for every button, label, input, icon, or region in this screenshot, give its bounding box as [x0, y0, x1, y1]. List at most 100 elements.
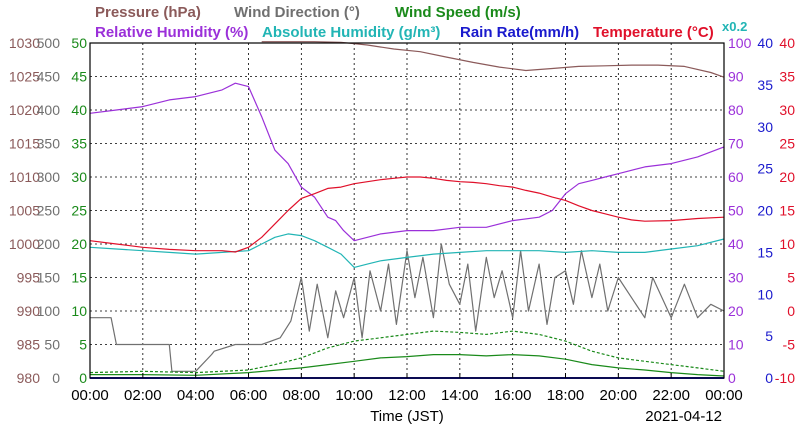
y-tick-label-relative-humidity: 80	[728, 102, 744, 118]
series-line-absolute-humidity-g-m	[89, 233, 725, 268]
y-tick-label-wind-direction: 300	[37, 169, 61, 185]
y-tick-label-rain-rate: 0	[765, 370, 773, 386]
y-tick-label-pressure: 1025	[9, 69, 40, 85]
y-tick-label-temperature: 10	[779, 236, 795, 252]
x-tick-label: 00:00	[71, 387, 109, 404]
y-tick-label-wind-speed: 45	[71, 69, 87, 85]
series-line-relative-humidity	[89, 82, 725, 242]
x-tick-label: 06:00	[230, 387, 268, 404]
x-tick-label: 08:00	[283, 387, 321, 404]
y-tick-label-wind-speed: 30	[71, 169, 87, 185]
y-tick-label-wind-direction: 450	[37, 69, 61, 85]
y-tick-label-pressure: 1015	[9, 136, 40, 152]
y-tick-label-wind-direction: 400	[37, 102, 61, 118]
y-tick-label-wind-speed: 5	[79, 337, 87, 353]
y-tick-label-relative-humidity: 20	[728, 303, 744, 319]
y-tick-label-pressure: 985	[17, 337, 41, 353]
y-tick-label-rain-rate: 20	[757, 203, 773, 219]
y-tick-label-wind-speed: 35	[71, 136, 87, 152]
y-tick-label-relative-humidity: 0	[728, 370, 736, 386]
y-tick-label-pressure: 980	[17, 370, 41, 386]
y-tick-label-pressure: 1005	[9, 203, 40, 219]
legend-wind-direction: Wind Direction (°)	[234, 4, 360, 21]
y-tick-label-temperature: 5	[787, 270, 795, 286]
legend-abs-humidity-scale: x0.2	[722, 19, 747, 34]
y-tick-label-pressure: 1030	[9, 35, 40, 51]
x-tick-label: 04:00	[177, 387, 215, 404]
y-tick-label-wind-speed: 15	[71, 270, 87, 286]
series-line-wind-speed-m-s	[90, 354, 725, 377]
grid	[90, 43, 724, 378]
legend: Pressure (hPa) Wind Direction (°) Wind S…	[95, 4, 747, 41]
y-tick-label-wind-speed: 0	[79, 370, 87, 386]
y-tick-label-relative-humidity: 30	[728, 270, 744, 286]
legend-absolute-humidity: Absolute Humidity (g/m³)	[262, 24, 440, 41]
series-line-wind-direction	[90, 243, 725, 372]
y-tick-label-temperature: -10	[775, 370, 795, 386]
y-tick-label-pressure: 1010	[9, 169, 40, 185]
y-tick-label-temperature: 25	[779, 136, 795, 152]
y-tick-label-temperature: 35	[779, 69, 795, 85]
y-tick-label-rain-rate: 10	[757, 286, 773, 302]
y-tick-label-wind-speed: 40	[71, 102, 87, 118]
chart-date: 2021-04-12	[645, 408, 722, 425]
y-tick-label-wind-speed: 20	[71, 236, 87, 252]
x-tick-label: 14:00	[441, 387, 479, 404]
y-tick-label-wind-direction: 0	[52, 370, 60, 386]
y-tick-label-wind-direction: 350	[37, 136, 61, 152]
legend-rain-rate: Rain Rate(mm/h)	[460, 24, 579, 41]
y-tick-label-wind-direction: 500	[37, 35, 61, 51]
x-tick-label: 18:00	[547, 387, 585, 404]
y-tick-label-relative-humidity: 60	[728, 169, 744, 185]
x-tick-label: 16:00	[494, 387, 532, 404]
y-tick-label-rain-rate: 5	[765, 328, 773, 344]
y-tick-label-wind-direction: 150	[37, 270, 61, 286]
y-tick-label-wind-direction: 200	[37, 236, 61, 252]
x-tick-label: 12:00	[388, 387, 426, 404]
y-tick-label-temperature: -5	[783, 337, 796, 353]
y-tick-label-rain-rate: 40	[757, 35, 773, 51]
legend-wind-speed: Wind Speed (m/s)	[395, 4, 521, 21]
y-tick-label-rain-rate: 35	[757, 77, 773, 93]
y-tick-label-wind-speed: 10	[71, 303, 87, 319]
y-tick-label-temperature: 40	[779, 35, 795, 51]
y-tick-label-pressure: 1020	[9, 102, 40, 118]
y-tick-label-temperature: 15	[779, 203, 795, 219]
y-tick-label-temperature: 30	[779, 102, 795, 118]
legend-relative-humidity: Relative Humidity (%)	[95, 24, 248, 41]
series-line-temperature-c	[89, 176, 725, 253]
y-tick-label-rain-rate: 30	[757, 119, 773, 135]
x-tick-label: 10:00	[335, 387, 373, 404]
x-tick-label: 20:00	[600, 387, 638, 404]
series-line-pressure-hpa	[261, 41, 725, 78]
y-tick-label-rain-rate: 15	[757, 244, 773, 260]
x-tick-label: 22:00	[652, 387, 690, 404]
y-tick-label-pressure: 1000	[9, 236, 40, 252]
y-tick-label-temperature: 20	[779, 169, 795, 185]
y-tick-label-wind-direction: 100	[37, 303, 61, 319]
y-tick-label-relative-humidity: 100	[728, 35, 752, 51]
x-axis-label: Time (JST)	[370, 408, 444, 425]
x-axis: 00:00 02:00 04:00 06:00 08:00 10:00 12:00 14:00…	[71, 373, 743, 404]
y-tick-label-pressure: 990	[17, 303, 41, 319]
series-line-wind-speed-gust-m-s	[89, 330, 725, 374]
y-tick-label-relative-humidity: 70	[728, 136, 744, 152]
y-tick-label-relative-humidity: 90	[728, 69, 744, 85]
y-tick-label-pressure: 995	[17, 270, 41, 286]
y-tick-label-relative-humidity: 40	[728, 236, 744, 252]
y-tick-label-wind-direction: 250	[37, 203, 61, 219]
y-tick-label-wind-speed: 50	[71, 35, 87, 51]
y-tick-label-relative-humidity: 50	[728, 203, 744, 219]
x-tick-label: 00:00	[705, 387, 743, 404]
y-tick-label-temperature: 0	[787, 303, 795, 319]
legend-pressure: Pressure (hPa)	[95, 4, 201, 21]
y-tick-label-wind-direction: 50	[44, 337, 60, 353]
y-tick-label-wind-speed: 25	[71, 203, 87, 219]
legend-temperature: Temperature (°C)	[593, 24, 714, 41]
y-tick-label-relative-humidity: 10	[728, 337, 744, 353]
x-tick-label: 02:00	[124, 387, 162, 404]
y-tick-label-rain-rate: 25	[757, 161, 773, 177]
y-axes: 9809859909951000100510101015102010251030…	[9, 35, 795, 386]
